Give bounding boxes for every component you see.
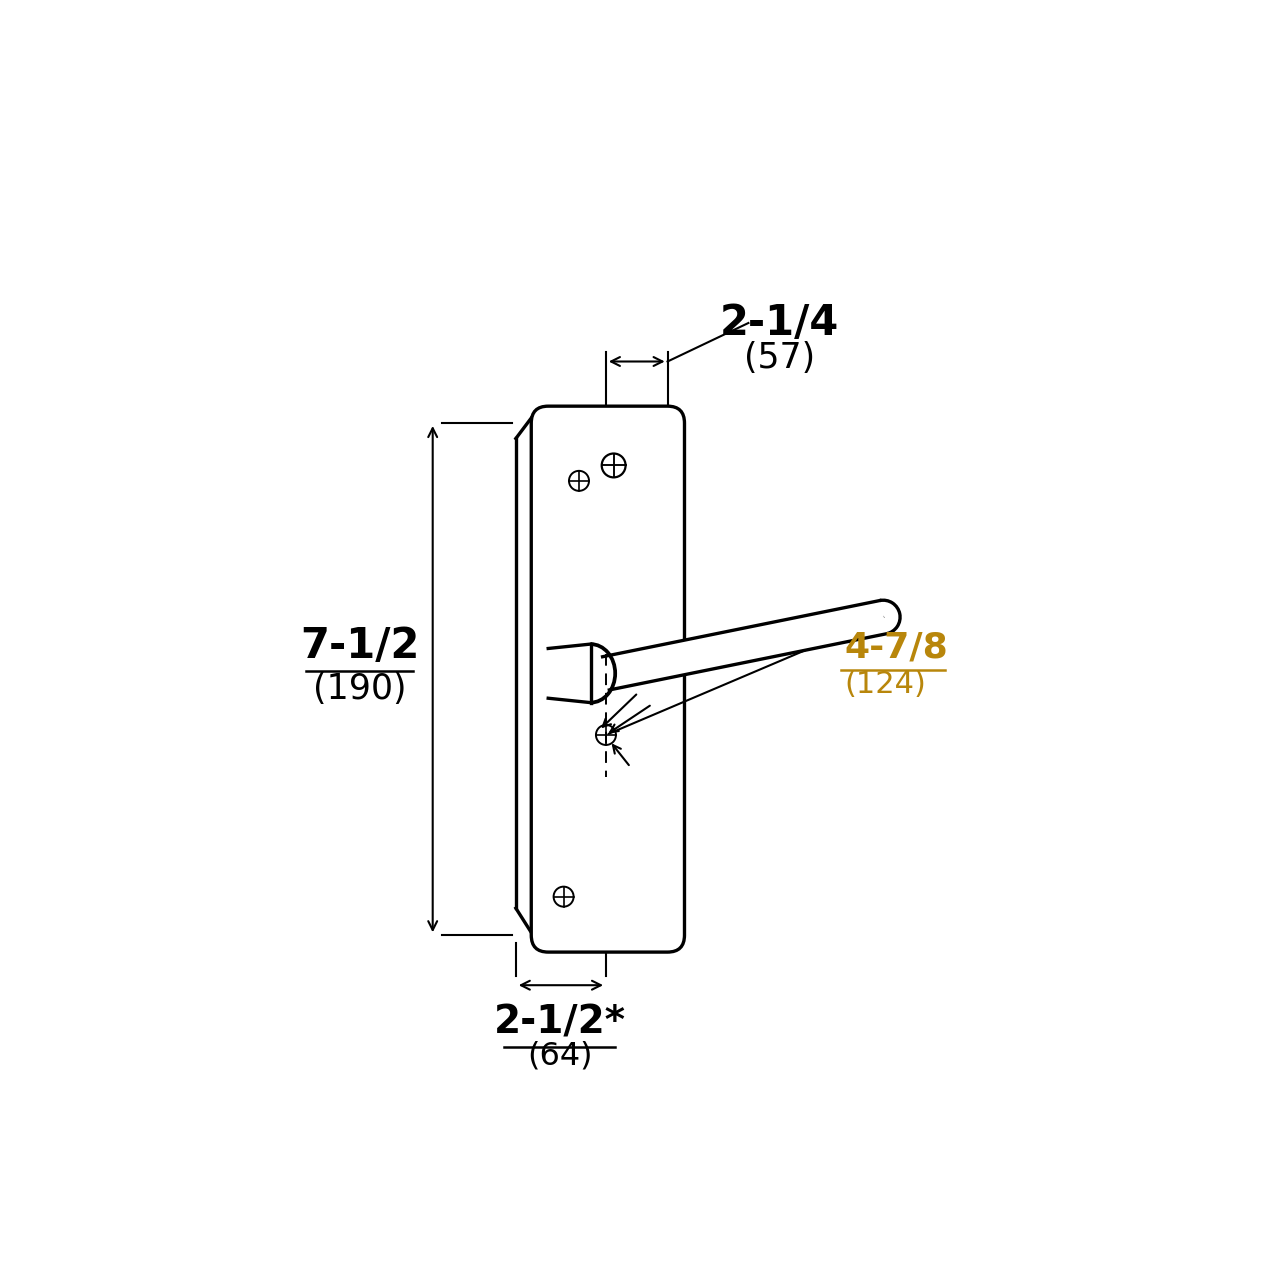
- Text: (190): (190): [312, 672, 406, 705]
- Text: 7-1/2: 7-1/2: [300, 626, 420, 667]
- Text: (57): (57): [744, 340, 815, 375]
- Text: (124): (124): [845, 671, 927, 699]
- Text: 4-7/8: 4-7/8: [845, 631, 948, 664]
- Text: (64): (64): [527, 1041, 593, 1071]
- FancyBboxPatch shape: [531, 406, 685, 952]
- Text: 2-1/2*: 2-1/2*: [494, 1004, 626, 1041]
- Text: 2-1/4: 2-1/4: [719, 302, 838, 344]
- Polygon shape: [603, 600, 887, 690]
